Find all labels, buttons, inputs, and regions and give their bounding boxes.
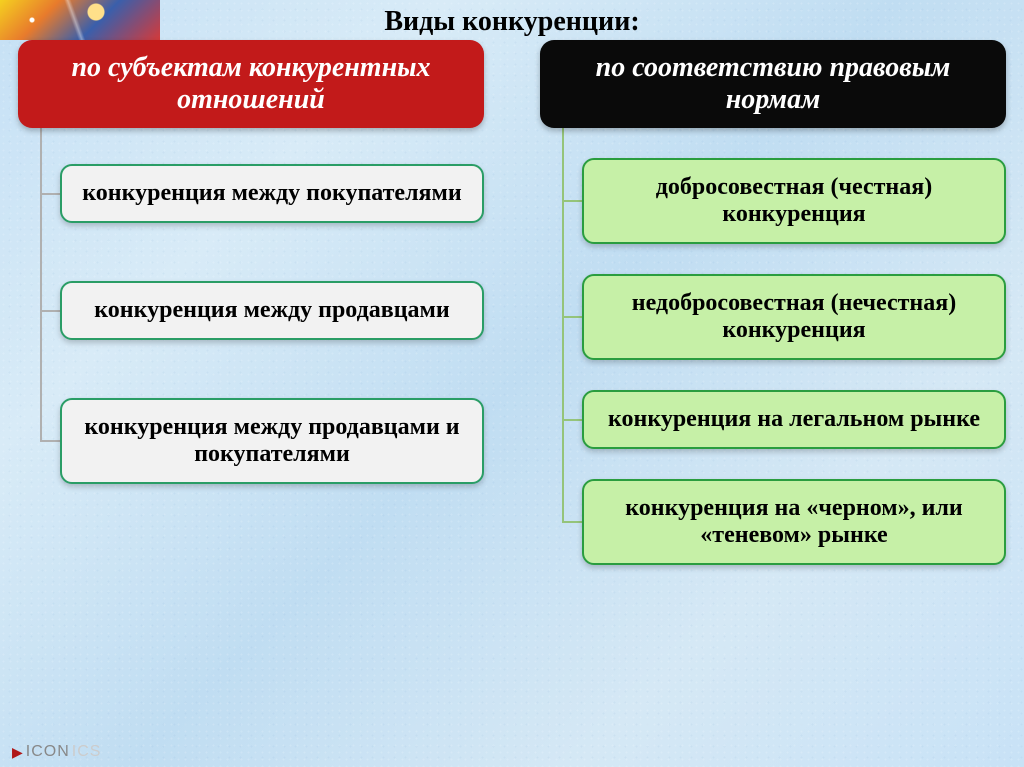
list-item: добросовестная (честная) конкуренция bbox=[582, 158, 1006, 244]
column-header: по субъектам конкурентных отношений bbox=[18, 40, 484, 128]
list-item: конкуренция на «черном», или «теневом» р… bbox=[582, 479, 1006, 565]
connector-horizontal bbox=[562, 419, 582, 421]
connector-vertical bbox=[40, 128, 42, 441]
list-item: конкуренция между покупателями bbox=[60, 164, 484, 223]
columns-container: по субъектам конкурентных отношений конку… bbox=[18, 40, 1006, 565]
connector-horizontal bbox=[562, 200, 582, 202]
brand-text-left: ICON bbox=[26, 743, 70, 761]
connector-vertical bbox=[562, 128, 564, 522]
connector-horizontal bbox=[562, 316, 582, 318]
connector-horizontal bbox=[40, 193, 60, 195]
brand-text-right: ICS bbox=[72, 743, 102, 761]
column-legal: по соответствию правовым нормам добросове… bbox=[540, 40, 1006, 565]
connector-horizontal bbox=[40, 310, 60, 312]
list-item: конкуренция между продавцами bbox=[60, 281, 484, 340]
column-header: по соответствию правовым нормам bbox=[540, 40, 1006, 128]
connector-horizontal bbox=[562, 521, 582, 523]
connector-horizontal bbox=[40, 440, 60, 442]
footer-brand: ▶ ICONICS bbox=[12, 743, 101, 761]
play-icon: ▶ bbox=[12, 744, 24, 761]
list-item: конкуренция между продавцами и покупател… bbox=[60, 398, 484, 484]
page-title: Виды конкуренции: bbox=[0, 6, 1024, 38]
column-subjects: по субъектам конкурентных отношений конку… bbox=[18, 40, 484, 565]
list-item: конкуренция на легальном рынке bbox=[582, 390, 1006, 449]
list-item: недобросовестная (нечестная) конкуренция bbox=[582, 274, 1006, 360]
